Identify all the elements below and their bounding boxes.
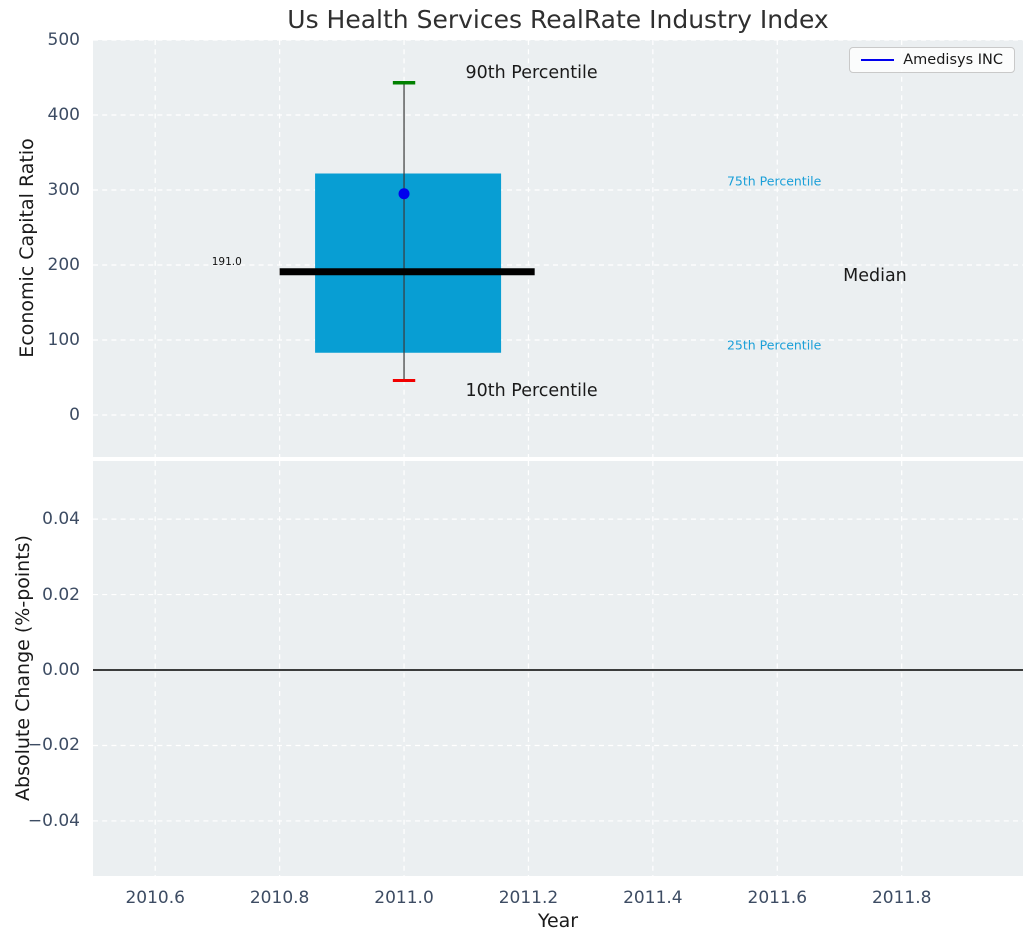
x-axis-label: Year [537,910,579,932]
x-tick-label: 2010.6 [125,888,185,908]
bottom-plot-canvas [93,461,1023,876]
top-plot-area: Amedisys INC [93,40,1023,457]
x-tick-label: 2011.2 [498,888,559,908]
x-tick-label: 2010.8 [249,888,310,908]
top-y-axis-label: Economic Capital Ratio [16,138,38,358]
box-iqr-rect [315,173,502,353]
top-y-tick-label: 0 [69,405,80,425]
x-tick-label: 2011.0 [374,888,434,908]
x-tick-label: 2011.4 [623,888,683,908]
legend: Amedisys INC [849,47,1015,73]
company-marker-dot [398,188,410,200]
legend-line-icon [861,59,895,61]
x-tick-label: 2011.8 [871,888,932,908]
top-plot-canvas [93,40,1023,457]
bottom-y-tick-label: −0.04 [27,810,80,831]
x-tick-label: 2011.6 [747,888,808,908]
bottom-y-tick-label: 0.04 [42,509,80,530]
bottom-plot-area [93,461,1023,876]
top-y-tick-label: 400 [47,105,80,125]
bottom-y-axis-label: Absolute Change (%-points) [12,535,34,801]
top-y-tick-label: 500 [47,30,80,50]
legend-label: Amedisys INC [903,52,1003,68]
chart-title: Us Health Services RealRate Industry Ind… [287,5,829,34]
